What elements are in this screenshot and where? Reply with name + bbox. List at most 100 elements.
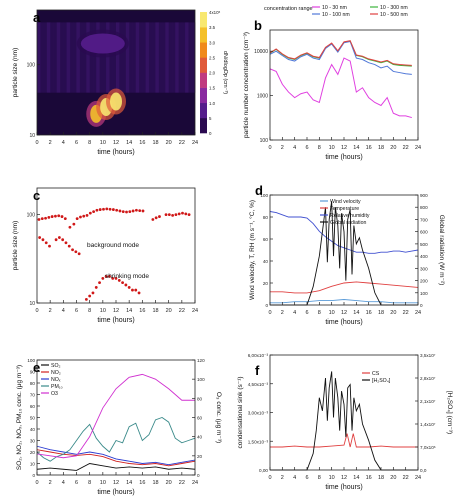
scatter-point [127, 286, 131, 289]
panel-label: c [33, 188, 40, 203]
y-tick-label: 40 [30, 427, 36, 432]
x-tick-label: 22 [179, 140, 185, 146]
y-tick-label: 90 [30, 370, 36, 375]
x-tick-label: 10 [100, 140, 106, 146]
y-tick-label: 60 [263, 237, 269, 242]
x-tick-label: 22 [179, 308, 185, 314]
y-tick-label: 0 [265, 303, 268, 308]
scatter-point [104, 274, 108, 278]
x-tick-label: 8 [318, 145, 321, 151]
x-tick-label: 16 [139, 308, 145, 314]
x-tick-label: 12 [341, 310, 347, 316]
x-tick-label: 12 [341, 475, 347, 481]
heatmap-cell [60, 22, 64, 93]
y-tick-label: 100 [420, 291, 428, 296]
colorbar-segment [200, 72, 207, 88]
heatmap-cell [116, 22, 120, 93]
legend-label: PM₁₀ [51, 384, 63, 390]
x-tick-label: 4 [293, 475, 296, 481]
colorbar-segment [200, 57, 207, 73]
heatmap-cell [175, 22, 179, 93]
heatmap-cell [37, 22, 41, 93]
colorbar-tick-label: 5 [209, 116, 212, 121]
y-tick-label: 3,00x10⁻³ [248, 411, 269, 416]
x-tick-label: 12 [113, 308, 119, 314]
colorbar-tick-label: 1.0 [209, 101, 216, 106]
scatter-point [105, 207, 109, 211]
x-tick-label: 22 [403, 310, 409, 316]
y-tick-label: 0 [32, 473, 35, 478]
scatter-point [158, 215, 161, 218]
scatter-point [94, 286, 98, 289]
heatmap-cell [158, 22, 163, 93]
y-tick-label: 70 [30, 393, 36, 398]
panel-label: d [255, 183, 263, 198]
y-tick-label: 80 [263, 215, 269, 220]
x-tick-label: 22 [403, 145, 409, 151]
x-axis-label: time (hours) [97, 317, 134, 324]
x-tick-label: 8 [88, 480, 91, 486]
heatmap-cell [53, 22, 58, 93]
scatter-point [72, 222, 76, 226]
x-tick-label: 12 [113, 140, 119, 146]
scatter-point [135, 208, 138, 212]
heatmap-cell [83, 22, 87, 93]
x-tick-label: 4 [293, 145, 296, 151]
x-tick-label: 10 [100, 480, 106, 486]
y-tick-label: 600 [420, 230, 428, 235]
x-tick-label: 4 [62, 480, 65, 486]
heatmap-cell [132, 22, 137, 93]
y-tick-label: 1,50x10⁻³ [248, 439, 269, 444]
colorbar-segment [200, 102, 207, 119]
scatter-point [128, 210, 132, 214]
heatmap-cell [135, 22, 140, 93]
y-tick-label: 10 [30, 462, 36, 467]
scatter-point [91, 291, 95, 295]
heatmap-cell [112, 22, 117, 93]
colorbar-tick-label: 3.0 [209, 40, 216, 45]
y-tick-label: 80 [197, 396, 203, 401]
scatter-point [137, 291, 141, 295]
x-axis-label: time (hours) [325, 319, 362, 326]
scatter-point [75, 217, 79, 221]
x-tick-label: 18 [152, 140, 158, 146]
x-tick-label: 18 [378, 145, 384, 151]
scatter-point [84, 297, 88, 301]
scatter-point [64, 241, 68, 245]
x-tick-label: 8 [318, 475, 321, 481]
scatter-point [71, 248, 74, 252]
scatter-point [125, 210, 128, 214]
series-line [270, 201, 418, 306]
y-tick-label: 80 [30, 381, 36, 386]
x-tick-label: 16 [139, 140, 145, 146]
colorbar-tick-label: 4x10⁵ [209, 10, 221, 15]
y-tick-label: 100 [260, 138, 269, 144]
colorbar-tick-label: 1.5 [209, 86, 216, 91]
scatter-point [41, 238, 45, 242]
x-tick-label: 6 [75, 480, 78, 486]
scatter-point [111, 276, 115, 280]
scatter-point [118, 209, 122, 213]
heatmap-cell [76, 22, 81, 93]
x-tick-label: 2 [281, 310, 284, 316]
heatmap-cell [66, 22, 71, 93]
heatmap-blob [110, 92, 122, 111]
scatter-point [95, 208, 99, 212]
heatmap-cell [168, 22, 173, 93]
x-tick-label: 18 [378, 310, 384, 316]
legend-label: 10 - 100 nm [322, 12, 350, 18]
annotation: shrinking mode [105, 273, 149, 280]
y-axis-label: particle number concentration (cm⁻³) [243, 32, 250, 138]
x-tick-label: 20 [390, 145, 396, 151]
y-tick-label: 100 [27, 213, 36, 219]
legend-label: Wind velocity [330, 199, 361, 205]
scatter-point [77, 252, 81, 256]
y-tick-label: 10 [29, 301, 35, 307]
scatter-point [174, 213, 178, 217]
legend-label: O3 [51, 391, 58, 397]
y-axis-label-right: O₃ conc. (μg m⁻³) [215, 392, 222, 443]
scatter-point [184, 212, 188, 216]
heatmap-cell [171, 22, 176, 93]
y-tick-label: 100 [27, 63, 36, 69]
x-tick-label: 6 [305, 145, 308, 151]
